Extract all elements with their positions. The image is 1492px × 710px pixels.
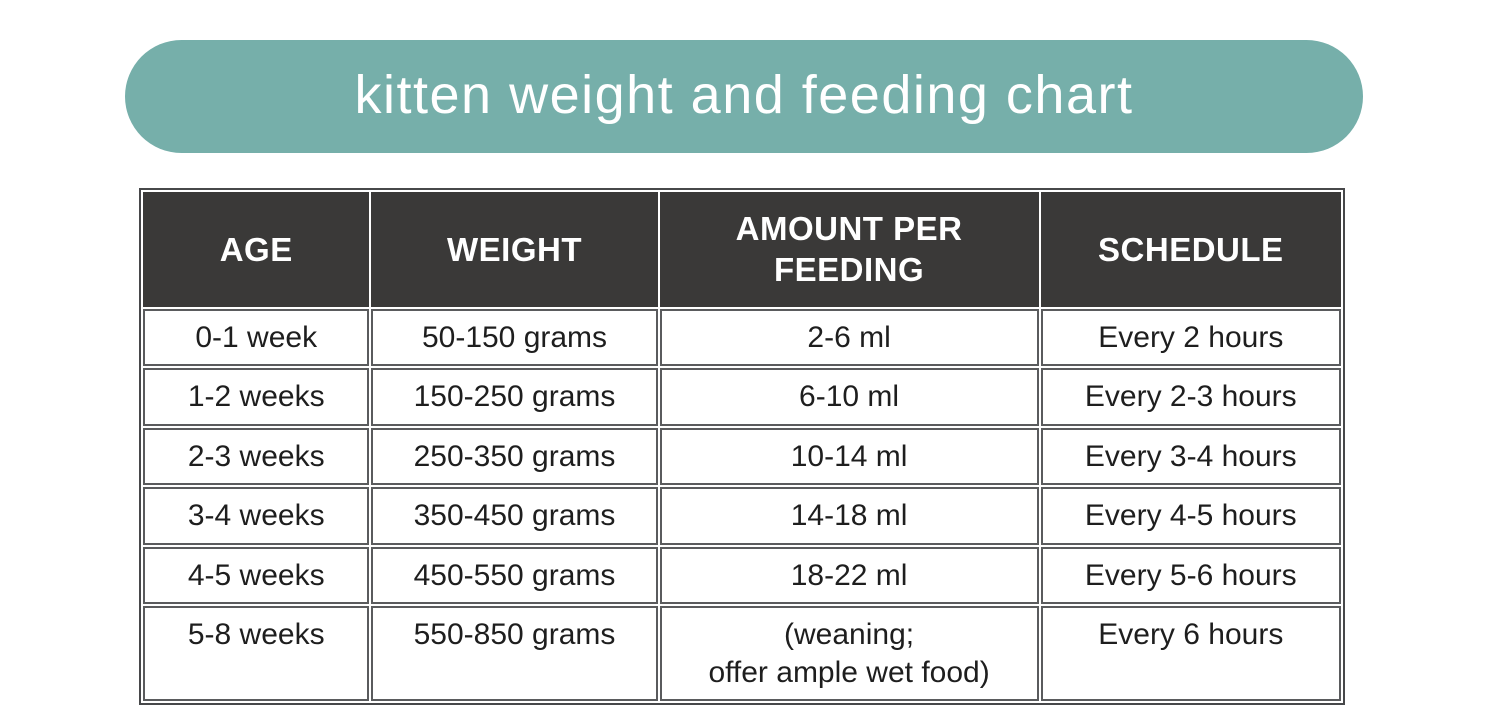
feeding-table-container: AGE WEIGHT AMOUNT PER FEEDING SCHEDULE 0… <box>139 188 1345 705</box>
table-cell: 14-18 ml <box>659 487 1039 545</box>
table-row: 0-1 week 50-150 grams 2-6 ml Every 2 hours <box>143 308 1341 366</box>
title-banner: kitten weight and feeding chart <box>125 40 1363 153</box>
table-cell: 10-14 ml <box>659 427 1039 485</box>
table-cell: Every 3-4 hours <box>1040 427 1341 485</box>
table-cell: 18-22 ml <box>659 546 1039 604</box>
page-title: kitten weight and feeding chart <box>354 64 1134 125</box>
table-cell: 150-250 grams <box>371 368 658 426</box>
table-cell: (weaning; offer ample wet food) <box>659 606 1039 701</box>
table-cell: Every 2-3 hours <box>1040 368 1341 426</box>
table-cell: 6-10 ml <box>659 368 1039 426</box>
header-row: AGE WEIGHT AMOUNT PER FEEDING SCHEDULE <box>143 192 1341 307</box>
table-cell: Every 6 hours <box>1040 606 1341 701</box>
table-row: 4-5 weeks 450-550 grams 18-22 ml Every 5-6 … <box>143 546 1341 604</box>
table-header: AGE WEIGHT AMOUNT PER FEEDING SCHEDULE <box>143 192 1341 307</box>
table-cell: 450-550 grams <box>371 546 658 604</box>
table-cell: Every 5-6 hours <box>1040 546 1341 604</box>
table-row: 5-8 weeks 550-850 grams (weaning; offer am… <box>143 606 1341 701</box>
table-cell: Every 4-5 hours <box>1040 487 1341 545</box>
table-cell: 2-6 ml <box>659 308 1039 366</box>
column-header-weight: WEIGHT <box>371 192 658 307</box>
table-cell: 2-3 weeks <box>143 427 370 485</box>
table-cell: 250-350 grams <box>371 427 658 485</box>
column-header-amount-per-feeding: AMOUNT PER FEEDING <box>659 192 1039 307</box>
table-cell: 0-1 week <box>143 308 370 366</box>
table-cell: 1-2 weeks <box>143 368 370 426</box>
column-header-age: AGE <box>143 192 370 307</box>
table-row: 1-2 weeks 150-250 grams 6-10 ml Every 2-3 h… <box>143 368 1341 426</box>
table-cell: 3-4 weeks <box>143 487 370 545</box>
table-cell: 550-850 grams <box>371 606 658 701</box>
table-row: 3-4 weeks 350-450 grams 14-18 ml Every 4-5 … <box>143 487 1341 545</box>
table-cell: 4-5 weeks <box>143 546 370 604</box>
table-body: 0-1 week 50-150 grams 2-6 ml Every 2 hours 1… <box>143 308 1341 701</box>
table-row: 2-3 weeks 250-350 grams 10-14 ml Every 3-4 … <box>143 427 1341 485</box>
table-cell: Every 2 hours <box>1040 308 1341 366</box>
table-cell: 5-8 weeks <box>143 606 370 701</box>
column-header-schedule: SCHEDULE <box>1040 192 1341 307</box>
table-cell: 350-450 grams <box>371 487 658 545</box>
feeding-table: AGE WEIGHT AMOUNT PER FEEDING SCHEDULE 0… <box>139 188 1345 705</box>
table-cell: 50-150 grams <box>371 308 658 366</box>
